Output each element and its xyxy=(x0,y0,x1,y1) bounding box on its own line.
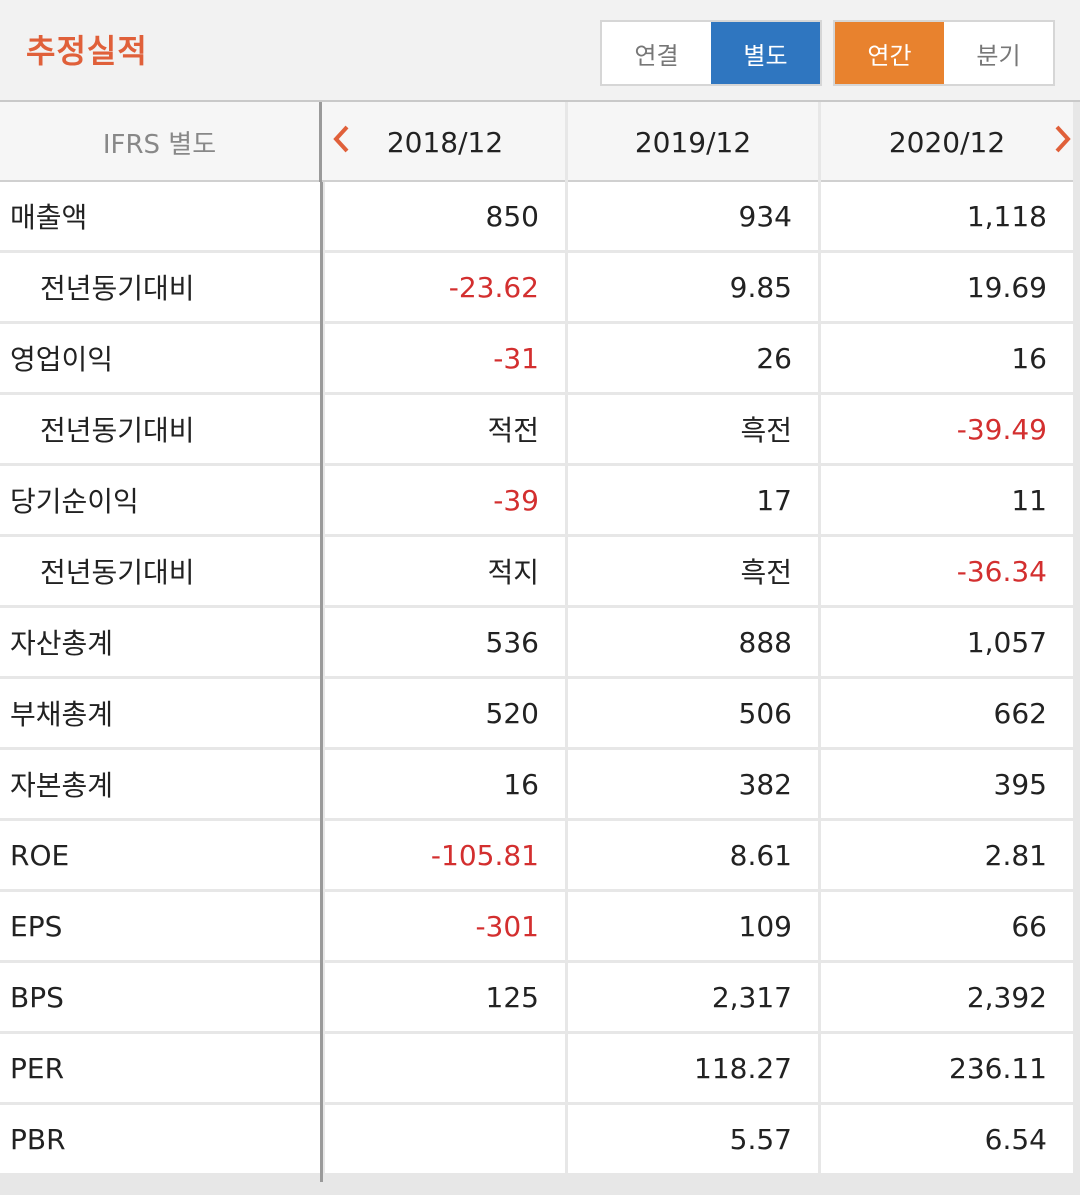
table-row: 자산총계 536 888 1,057 xyxy=(0,608,1080,679)
table-cell: 17 xyxy=(568,466,818,534)
scope-separate-button[interactable]: 별도 xyxy=(711,22,820,84)
table-row: 전년동기대비 적전 흑전 -39.49 xyxy=(0,395,1080,466)
column-header: 2019/12 xyxy=(634,125,752,159)
table-cell: -301 xyxy=(325,892,565,960)
period-toggle: 연간 분기 xyxy=(833,20,1055,86)
table-row: ROE -105.81 8.61 2.81 xyxy=(0,821,1080,892)
row-label: 자산총계 xyxy=(0,608,320,676)
table-row: 부채총계 520 506 662 xyxy=(0,679,1080,750)
table-header: IFRS 별도 2018/12 2019/12 2020/12 xyxy=(0,102,1080,182)
corner-label: IFRS 별도 xyxy=(0,102,322,182)
table-row: PBR 5.57 6.54 xyxy=(0,1105,1080,1176)
table-row: EPS -301 109 66 xyxy=(0,892,1080,963)
row-label: BPS xyxy=(0,963,320,1031)
column-divider xyxy=(565,102,568,182)
table-row: 영업이익 -31 26 16 xyxy=(0,324,1080,395)
table-cell: 2,317 xyxy=(568,963,818,1031)
table-cell: 395 xyxy=(821,750,1073,818)
table-cell: 16 xyxy=(821,324,1073,392)
section-title: 추정실적 xyxy=(26,32,148,70)
table-body: 매출액 850 934 1,118 전년동기대비 -23.62 9.85 19.69 영업이익 -… xyxy=(0,182,1080,1176)
table-cell: 236.11 xyxy=(821,1034,1073,1102)
table-row: 당기순이익 -39 17 11 xyxy=(0,466,1080,537)
table-cell: 888 xyxy=(568,608,818,676)
column-divider xyxy=(818,102,821,182)
table-cell: 1,118 xyxy=(821,182,1073,250)
table-cell: 2,392 xyxy=(821,963,1073,1031)
row-label: EPS xyxy=(0,892,320,960)
table-cell: 520 xyxy=(325,679,565,747)
table-cell xyxy=(325,1034,565,1102)
table-cell: 26 xyxy=(568,324,818,392)
chevron-left-icon[interactable] xyxy=(330,122,352,165)
scope-consolidated-button[interactable]: 연결 xyxy=(634,41,679,70)
table-cell: 125 xyxy=(325,963,565,1031)
table-cell: 850 xyxy=(325,182,565,250)
table-cell: 11 xyxy=(821,466,1073,534)
scope-toggle: 연결 별도 xyxy=(600,20,822,86)
table-row: 전년동기대비 적지 흑전 -36.34 xyxy=(0,537,1080,608)
table-cell: -39 xyxy=(325,466,565,534)
table-cell: -105.81 xyxy=(325,821,565,889)
estimates-table: IFRS 별도 2018/12 2019/12 2020/12 매출액 850 93… xyxy=(0,102,1080,1195)
table-cell: 1,057 xyxy=(821,608,1073,676)
period-annual-button[interactable]: 연간 xyxy=(835,22,944,84)
table-cell: 2.81 xyxy=(821,821,1073,889)
table-right-edge xyxy=(1073,102,1080,1195)
row-label: 부채총계 xyxy=(0,679,320,747)
table-cell: -31 xyxy=(325,324,565,392)
table-row: 매출액 850 934 1,118 xyxy=(0,182,1080,253)
table-cell: 506 xyxy=(568,679,818,747)
row-label: 전년동기대비 xyxy=(0,253,320,321)
table-cell: 흑전 xyxy=(568,395,818,463)
table-cell: 19.69 xyxy=(821,253,1073,321)
table-cell: 흑전 xyxy=(568,537,818,605)
table-row: PER 118.27 236.11 xyxy=(0,1034,1080,1105)
table-row: BPS 125 2,317 2,392 xyxy=(0,963,1080,1034)
table-cell: 118.27 xyxy=(568,1034,818,1102)
table-cell: -36.34 xyxy=(821,537,1073,605)
row-label: 영업이익 xyxy=(0,324,320,392)
table-cell: 382 xyxy=(568,750,818,818)
row-label: 전년동기대비 xyxy=(0,537,320,605)
table-cell: 적지 xyxy=(325,537,565,605)
table-row: 자본총계 16 382 395 xyxy=(0,750,1080,821)
table-cell: -39.49 xyxy=(821,395,1073,463)
table-cell: 66 xyxy=(821,892,1073,960)
table-cell: 6.54 xyxy=(821,1105,1073,1173)
row-label: ROE xyxy=(0,821,320,889)
table-cell: 536 xyxy=(325,608,565,676)
table-cell: 109 xyxy=(568,892,818,960)
column-header: 2018/12 xyxy=(386,125,504,159)
table-cell: 16 xyxy=(325,750,565,818)
table-row: 전년동기대비 -23.62 9.85 19.69 xyxy=(0,253,1080,324)
row-label: 전년동기대비 xyxy=(0,395,320,463)
period-quarterly-button[interactable]: 분기 xyxy=(976,41,1021,70)
row-label: PBR xyxy=(0,1105,320,1173)
table-cell: 662 xyxy=(821,679,1073,747)
header-bar: 추정실적 연결 별도 연간 분기 xyxy=(0,0,1080,102)
label-column-divider xyxy=(320,182,323,1182)
table-cell xyxy=(325,1105,565,1173)
table-cell: 934 xyxy=(568,182,818,250)
column-header: 2020/12 xyxy=(888,125,1006,159)
table-cell: 8.61 xyxy=(568,821,818,889)
table-cell: 5.57 xyxy=(568,1105,818,1173)
row-label: 자본총계 xyxy=(0,750,320,818)
table-cell: -23.62 xyxy=(325,253,565,321)
chevron-right-icon[interactable] xyxy=(1052,122,1074,165)
row-label: 당기순이익 xyxy=(0,466,320,534)
row-label: 매출액 xyxy=(0,182,320,250)
table-cell: 9.85 xyxy=(568,253,818,321)
table-cell: 적전 xyxy=(325,395,565,463)
row-label: PER xyxy=(0,1034,320,1102)
